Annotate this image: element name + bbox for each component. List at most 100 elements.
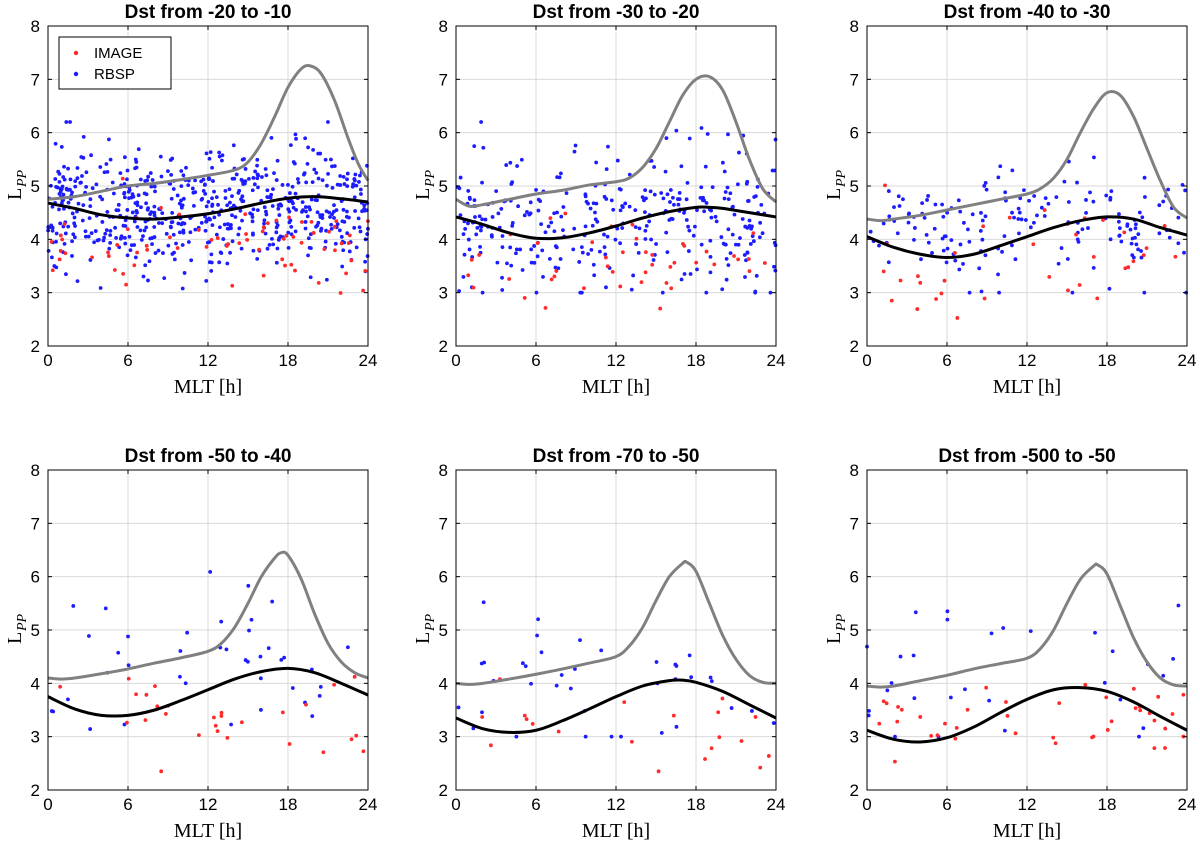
image-point [1007,215,1012,220]
image-point [260,229,265,234]
y-axis-label: LPP [823,169,849,200]
rbsp-point [702,198,707,203]
image-point [954,726,959,730]
rbsp-point [208,569,213,574]
model-gray-line [866,562,1188,689]
rbsp-point [534,290,539,295]
image-point [889,298,894,303]
rbsp-point [258,654,263,659]
rbsp-point [223,188,228,193]
image-point [630,222,635,227]
rbsp-point [139,205,143,210]
rbsp-point [525,210,529,214]
rbsp-point [251,248,256,253]
rbsp-point [269,135,274,140]
image-point [62,222,67,226]
y-tick-label: 5 [31,177,40,196]
image-point [115,243,120,247]
y-axis-label-main: L [412,188,434,200]
rbsp-point [191,190,196,195]
rbsp-point [605,234,610,239]
image-point [338,291,343,295]
rbsp-point [98,194,103,199]
rbsp-point [510,223,515,228]
rbsp-point [609,734,614,739]
rbsp-point [1142,290,1147,295]
rbsp-point [555,210,559,215]
rbsp-point [911,653,916,658]
rbsp-point [358,229,363,234]
rbsp-point [1012,215,1016,220]
rbsp-point [71,604,76,608]
rbsp-point [144,201,149,206]
image-point [1074,232,1078,237]
rbsp-point [296,180,301,185]
model-gray-line [455,559,777,686]
rbsp-point [352,195,357,200]
rbsp-point [175,193,180,198]
rbsp-point [265,246,270,251]
rbsp-point [61,175,66,179]
scatter-points [865,603,1186,764]
rbsp-point [564,191,569,196]
rbsp-point [61,192,66,197]
image-point [746,257,751,261]
rbsp-point [719,235,724,239]
rbsp-point [296,177,300,181]
rbsp-point [771,721,776,725]
rbsp-point [461,232,466,237]
rbsp-point [70,254,74,258]
rbsp-point [740,217,745,221]
image-point [716,710,721,715]
rbsp-point [723,242,728,247]
rbsp-point [670,217,675,221]
rbsp-point [1110,649,1115,654]
y-tick-label: 2 [850,337,859,356]
image-point [709,746,714,751]
rbsp-point [264,173,269,178]
rbsp-point [508,245,513,250]
image-point [125,720,129,725]
rbsp-point [489,233,494,238]
y-axis-label: LPP [823,613,849,644]
image-point [739,739,744,743]
rbsp-point [1093,630,1097,635]
rbsp-point [204,278,209,283]
rbsp-point [737,150,741,155]
rbsp-point [945,609,950,614]
rbsp-point [886,260,891,265]
image-point [1170,712,1175,716]
rbsp-point [508,160,513,165]
rbsp-point [983,214,988,219]
rbsp-point [358,187,363,192]
rbsp-point [941,214,946,219]
x-tick-label: 12 [1018,795,1037,814]
rbsp-point [263,167,268,171]
image-point [1156,694,1161,699]
rbsp-point [228,200,232,205]
rbsp-point [599,648,604,653]
rbsp-point [958,209,963,214]
rbsp-point [1125,222,1130,227]
rbsp-point [555,175,560,179]
image-point [155,704,160,709]
rbsp-point [114,235,118,240]
rbsp-point [543,230,548,235]
y-tick-label: 3 [850,284,859,303]
rbsp-point [258,676,263,681]
rbsp-point [606,144,610,149]
image-point [280,710,285,715]
image-point [582,286,586,291]
model-gray-line [47,550,369,681]
rbsp-point [478,228,483,233]
y-tick-label: 4 [31,674,40,693]
rbsp-point [362,203,367,208]
rbsp-point [636,250,641,255]
image-point [287,215,291,220]
image-point [554,269,559,273]
rbsp-point [522,213,527,218]
rbsp-point [603,252,608,257]
rbsp-point [1142,175,1147,180]
rbsp-point [90,186,95,191]
rbsp-point [571,247,576,252]
